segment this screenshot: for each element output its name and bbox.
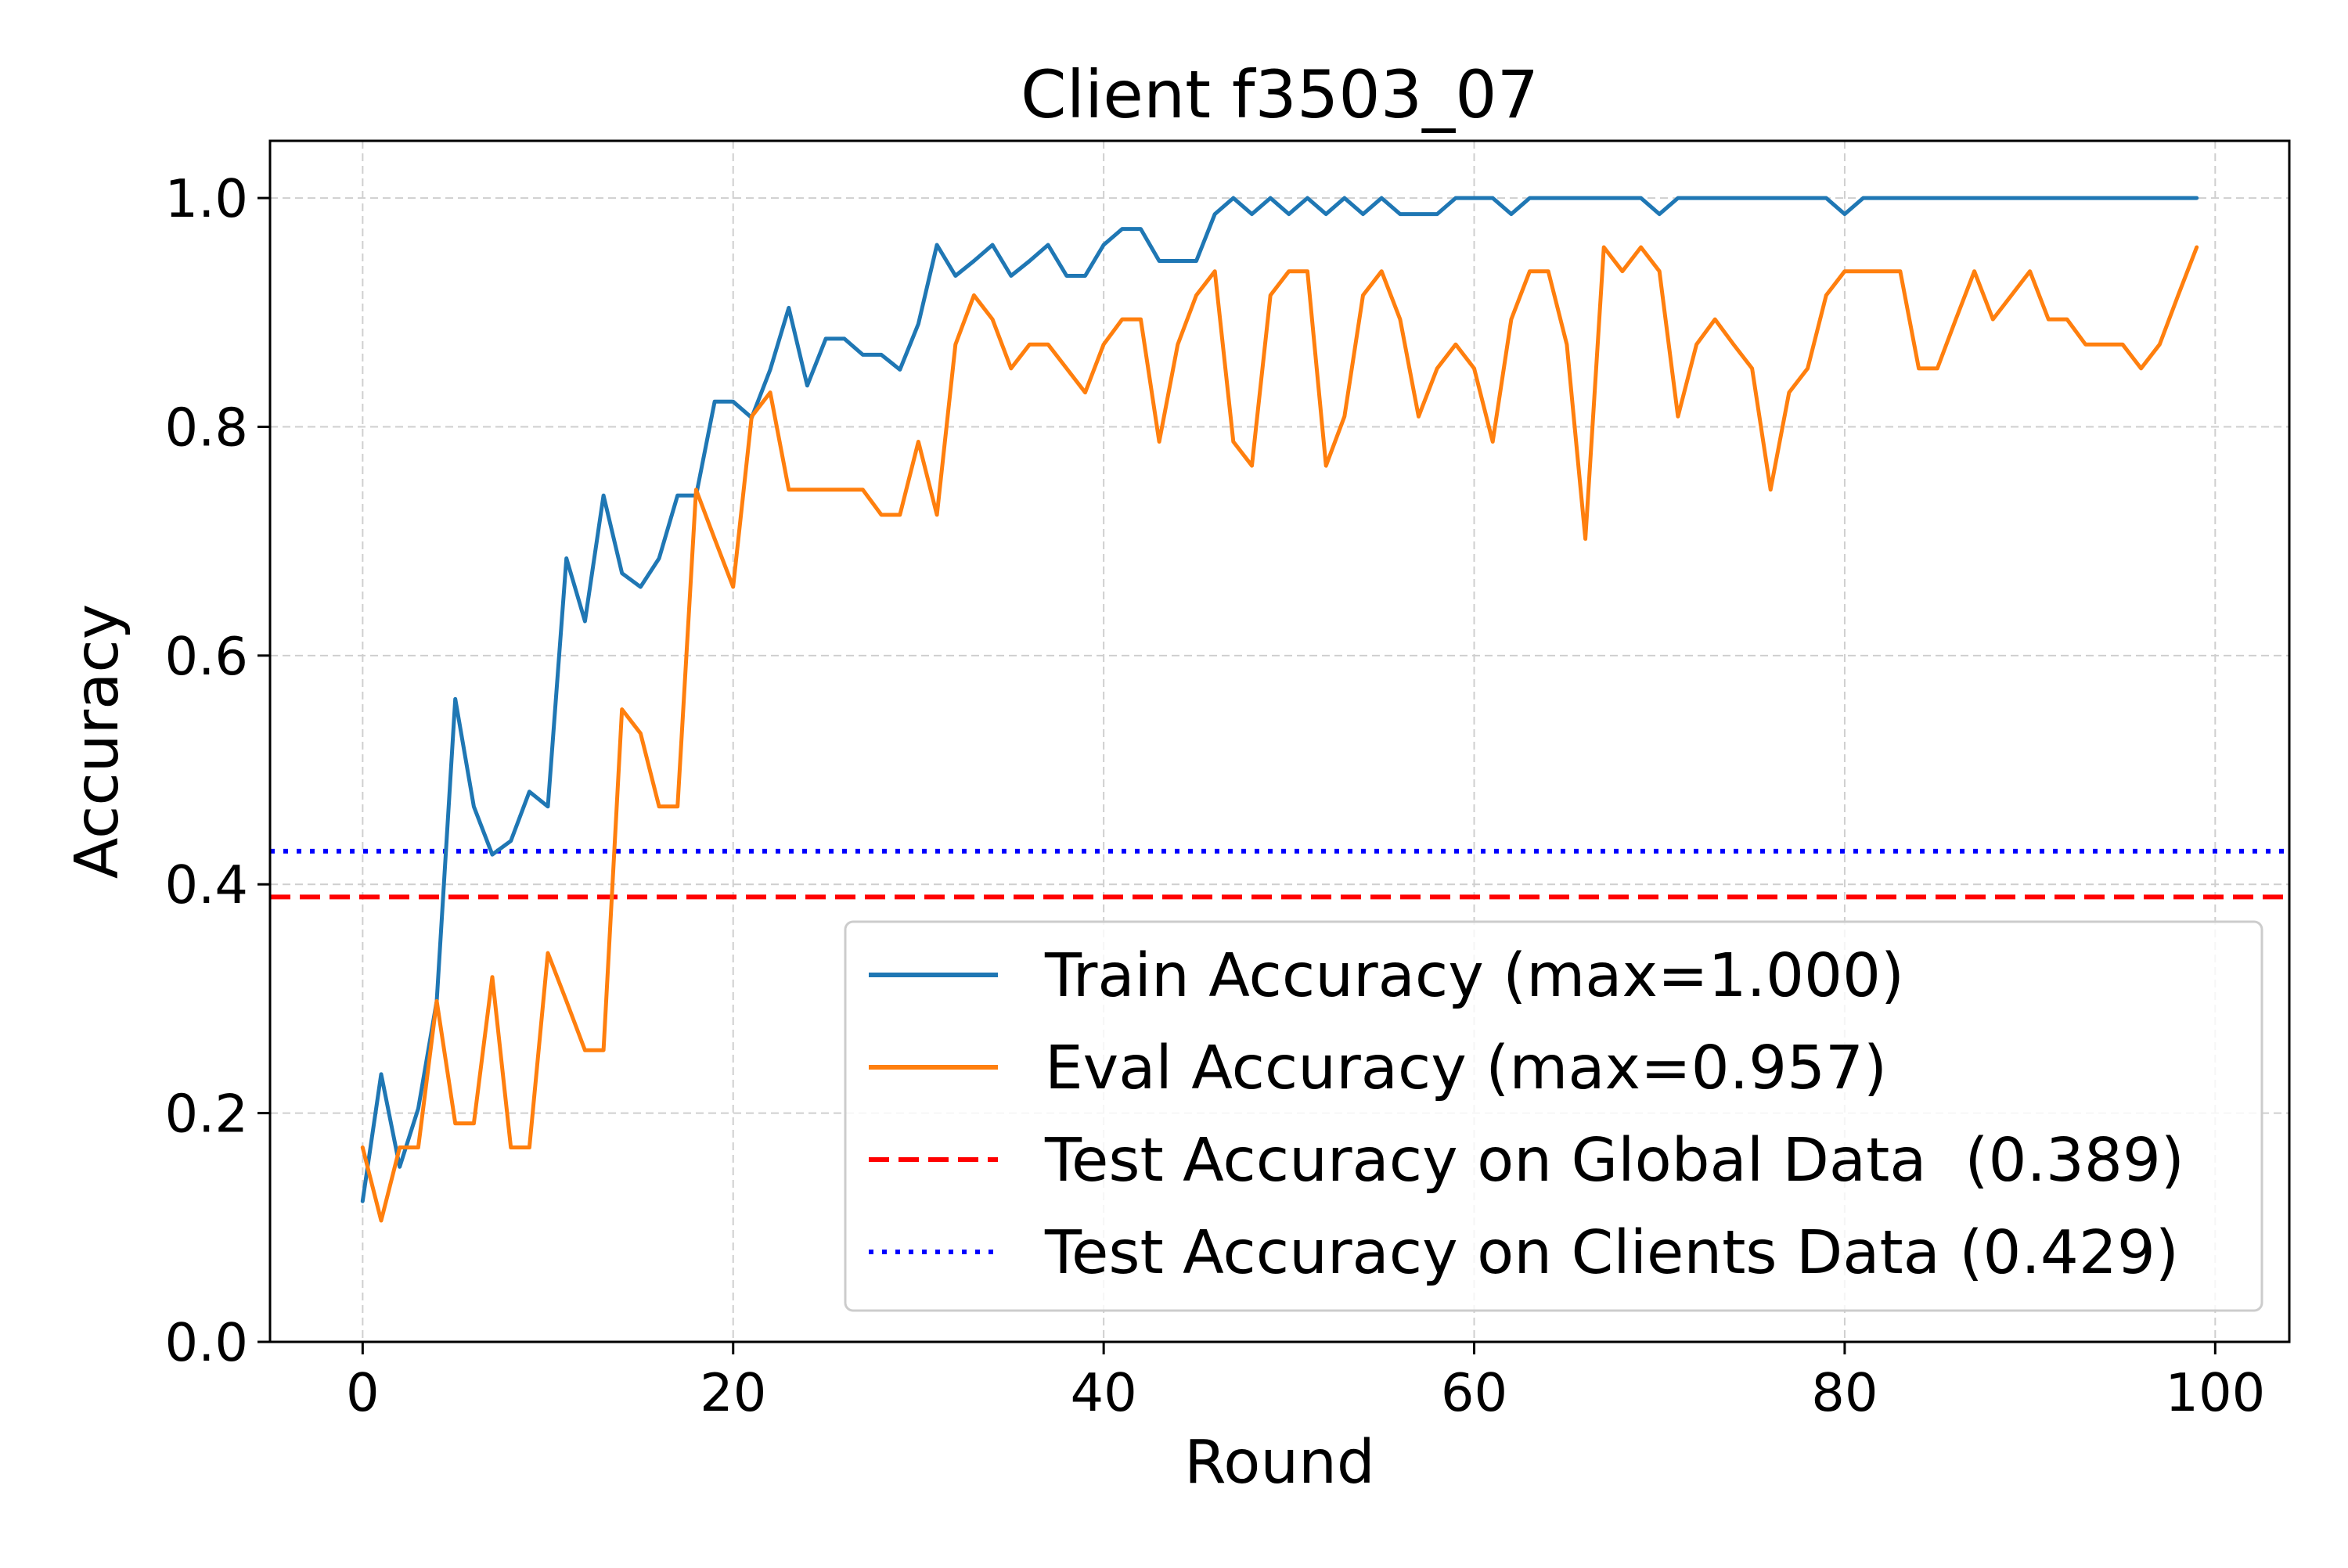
series-0-line — [360, 196, 2199, 1203]
legend-label-2: Test Accuracy on Global Data (0.389) — [1044, 1126, 2184, 1196]
y-tick-label: 0.2 — [164, 1084, 248, 1145]
x-axis-title: Round — [1184, 1428, 1375, 1498]
axis-ticks: 0 20 40 60 80 100 0.0 0.2 0.4 0.6 0.8 1.0 — [164, 168, 2265, 1423]
x-tick-label: 80 — [1811, 1362, 1878, 1423]
x-tick-label: 0 — [346, 1362, 380, 1423]
y-tick-label: 1.0 — [164, 168, 248, 229]
legend: Train Accuracy (max=1.000) Eval Accuracy … — [844, 920, 2263, 1312]
data-series — [360, 196, 2199, 1223]
legend-box — [844, 920, 2263, 1312]
y-tick-label: 0.8 — [164, 397, 248, 458]
reference-lines — [270, 848, 2289, 900]
x-tick-label: 60 — [1441, 1362, 1507, 1423]
y-axis-title: Accuracy — [63, 604, 132, 879]
legend-label-0: Train Accuracy (max=1.000) — [1044, 941, 1904, 1011]
y-tick-label: 0.4 — [164, 854, 248, 915]
legend-label-1: Eval Accuracy (max=0.957) — [1045, 1034, 1887, 1103]
y-tick-label: 0.0 — [164, 1312, 248, 1373]
x-tick-label: 20 — [700, 1362, 766, 1423]
x-tick-label: 100 — [2165, 1362, 2265, 1423]
chart-title: Client f3503_07 — [1021, 56, 1539, 133]
y-tick-label: 0.6 — [164, 626, 248, 687]
plot-frame — [268, 139, 2291, 1343]
legend-label-3: Test Accuracy on Clients Data (0.429) — [1044, 1218, 2179, 1288]
series-1-line — [360, 245, 2199, 1223]
x-tick-label: 40 — [1071, 1362, 1137, 1423]
